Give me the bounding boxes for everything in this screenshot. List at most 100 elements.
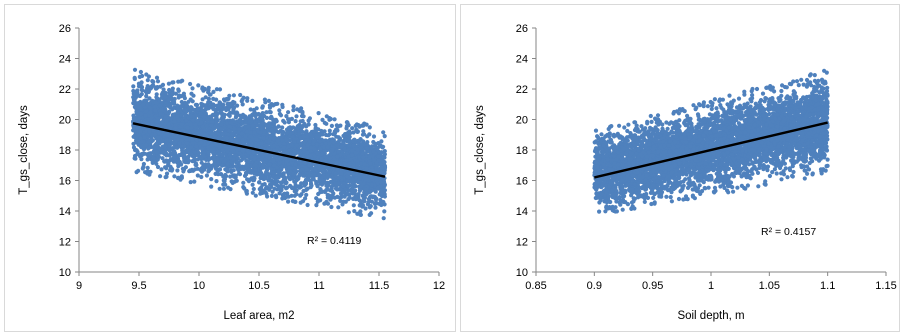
scatter-point [325, 187, 330, 192]
scatter-point [245, 116, 250, 121]
scatter-point [325, 144, 330, 150]
scatter-point [333, 174, 338, 179]
scatter-point [355, 147, 360, 152]
scatter-point [143, 98, 148, 103]
scatter-point [170, 167, 175, 172]
scatter-point [267, 109, 272, 115]
scatter-point [209, 184, 214, 189]
scatter-point [220, 148, 225, 153]
scatter-point [294, 114, 299, 119]
scatter-point [309, 183, 314, 188]
scatter-point [225, 161, 230, 167]
scatter-point [227, 112, 232, 117]
scatter-point [202, 167, 207, 172]
scatter-point [202, 114, 207, 120]
scatter-point [267, 105, 273, 110]
scatter-point [352, 191, 357, 196]
scatter-point [228, 121, 234, 126]
scatter-point [367, 132, 372, 137]
scatter-point [325, 201, 331, 206]
scatter-point [206, 96, 211, 101]
scatter-point [296, 175, 301, 180]
y-tick-label: 14 [59, 206, 71, 218]
scatter-point [248, 107, 253, 112]
scatter-point [264, 172, 269, 178]
scatter-point [362, 199, 367, 204]
scatter-point [151, 150, 156, 155]
scatter-point [240, 97, 245, 102]
scatter-point [188, 81, 193, 87]
scatter-point [240, 148, 245, 153]
scatter-point [298, 200, 303, 205]
scatter-point [344, 131, 349, 136]
scatter-point [289, 116, 294, 121]
scatter-point [144, 129, 149, 134]
scatter-point [284, 159, 289, 164]
scatter-point [332, 117, 337, 122]
scatter-point [246, 124, 251, 129]
scatter-point [232, 154, 237, 159]
scatter-point [377, 201, 382, 207]
scatter-point [356, 211, 362, 216]
scatter-point [327, 193, 332, 198]
scatter-point [347, 195, 352, 200]
scatter-point [218, 105, 223, 110]
scatter-point [205, 163, 210, 168]
scatter-point [211, 89, 216, 94]
scatter-point [199, 146, 205, 151]
scatter-point [339, 170, 344, 176]
scatter-point [245, 163, 250, 168]
scatter-point [368, 189, 373, 194]
scatter-point [239, 115, 244, 120]
scatter-point [149, 84, 154, 89]
scatter-point [176, 175, 181, 180]
scatter-point [381, 179, 387, 184]
scatter-point [304, 129, 309, 134]
scatter-point [183, 113, 188, 118]
scatter-point [274, 195, 279, 200]
scatter-point [257, 172, 262, 177]
scatter-point [369, 211, 374, 216]
scatter-point [190, 118, 196, 123]
scatter-point [341, 190, 346, 195]
scatter-point [259, 114, 265, 119]
scatter-point [176, 88, 181, 93]
scatter-point [169, 116, 174, 121]
scatter-point [218, 101, 223, 106]
scatter-point [314, 179, 319, 184]
scatter-point [319, 128, 324, 134]
scatter-point [260, 104, 265, 109]
scatter-point [145, 171, 150, 176]
scatter-point [345, 183, 351, 188]
scatter-point [236, 167, 241, 172]
scatter-point [225, 135, 230, 141]
scatter-point [284, 114, 289, 119]
scatter-point [233, 173, 238, 178]
scatter-point [301, 134, 306, 139]
scatter-point [281, 118, 286, 123]
scatter-point [186, 128, 191, 133]
scatter-point [325, 173, 330, 178]
scatter-point [214, 103, 219, 108]
scatter-point [140, 73, 145, 79]
scatter-point [220, 163, 225, 168]
scatter-point [192, 128, 197, 133]
scatter-point [164, 138, 169, 143]
scatter-point [211, 104, 216, 109]
scatter-point [253, 193, 258, 198]
scatter-point [351, 177, 356, 182]
scatter-point [277, 108, 282, 113]
scatter-point [307, 139, 312, 144]
scatter-point [299, 181, 304, 186]
scatter-point [251, 186, 256, 192]
scatter-point [364, 192, 369, 197]
scatter-point [271, 136, 276, 142]
scatter-point [170, 80, 175, 85]
scatter-point [307, 174, 312, 179]
scatter-point [360, 203, 366, 208]
scatter-point [237, 172, 243, 177]
scatter-point [317, 172, 322, 177]
x-tick-label: 9 [76, 280, 82, 292]
scatter-point [179, 99, 184, 105]
